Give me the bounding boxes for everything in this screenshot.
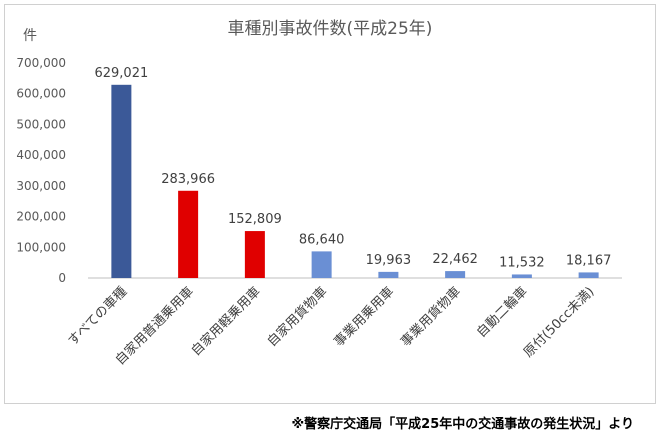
category-label: すべての車種 [65, 284, 130, 349]
bars-group [111, 84, 599, 278]
data-label: 19,963 [366, 253, 412, 268]
y-axis-unit-label: 件 [23, 28, 37, 44]
y-tick-label: 200,000 [16, 210, 66, 224]
category-label: 自動二輪車 [473, 284, 530, 341]
source-footnote: ※警察庁交通局「平成25年中の交通事故の発生状況」より [292, 416, 634, 432]
category-label: 事業用貨物車 [397, 284, 463, 350]
data-label: 629,021 [94, 66, 148, 81]
data-label: 86,640 [299, 232, 345, 247]
data-label: 11,532 [499, 255, 545, 270]
category-labels-group: すべての車種自家用普通乗用車自家用軽乗用車 自家用貨物車 事業用乗用車 事業用貨物車自… [65, 284, 598, 369]
data-label: 18,167 [566, 253, 612, 268]
category-label: 原付(50cc未満) [521, 284, 597, 360]
data-labels-group: 629,021 283,966 152,809 86,640 19,963 22,462 1… [94, 66, 611, 271]
category-label: 自家用軽乗用車 [188, 284, 264, 360]
bar [378, 271, 399, 278]
bar [244, 231, 265, 278]
data-label: 283,966 [161, 172, 215, 187]
y-tick-label: 700,000 [16, 56, 66, 70]
y-axis-ticks: 0 100,000 200,000 300,000 400,000 500,000 600,… [16, 56, 66, 285]
y-tick-label: 600,000 [16, 87, 66, 101]
y-tick-label: 300,000 [16, 179, 66, 193]
chart-title: 車種別事故件数(平成25年) [228, 19, 433, 39]
bar [311, 251, 332, 278]
data-label: 22,462 [432, 252, 478, 267]
y-tick-label: 100,000 [16, 240, 66, 254]
bar [111, 84, 132, 278]
category-label: 事業用乗用車 [331, 284, 397, 350]
y-tick-label: 0 [58, 271, 66, 285]
bar [445, 271, 466, 278]
bar [178, 190, 199, 278]
y-tick-label: 400,000 [16, 148, 66, 162]
data-label: 152,809 [228, 212, 282, 227]
bar [578, 272, 599, 278]
y-tick-label: 500,000 [16, 117, 66, 131]
category-label: 自家用貨物車 [264, 284, 330, 350]
bar [511, 274, 532, 278]
